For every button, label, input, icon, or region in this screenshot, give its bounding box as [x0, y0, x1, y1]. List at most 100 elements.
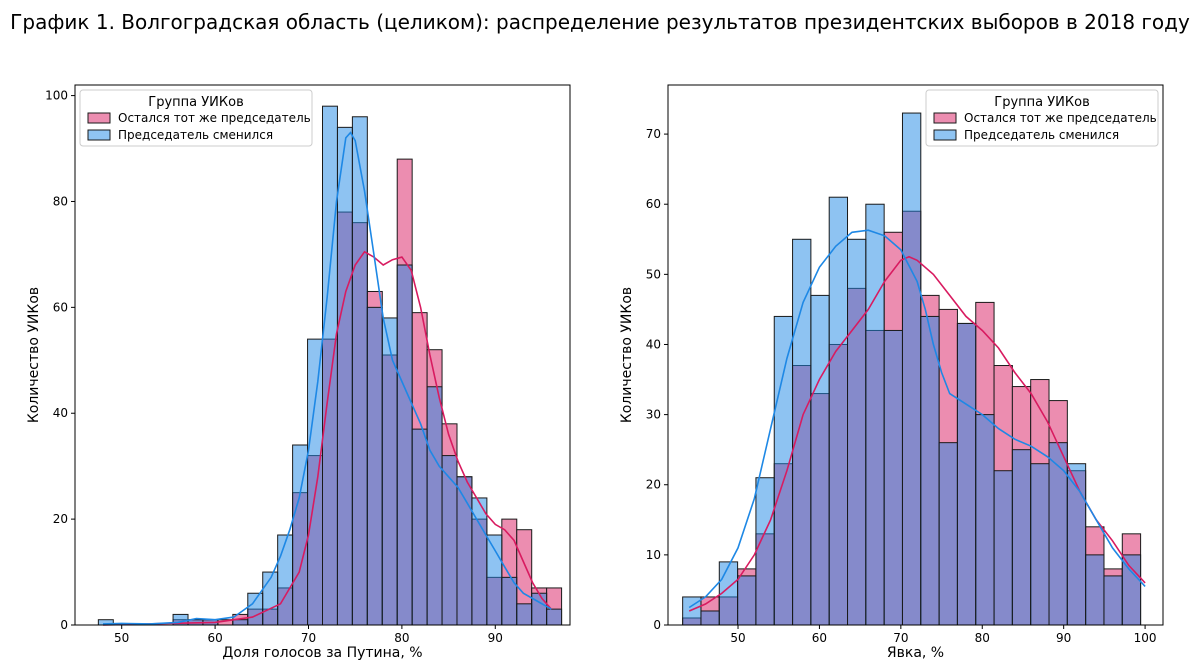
y-tick-label: 40 [53, 406, 68, 420]
legend-box [925, 89, 1159, 147]
bar-changed-chair [792, 238, 812, 626]
y-axis-ticks: 0 20 40 60 80 100 [45, 89, 75, 632]
bar-changed-chair [773, 315, 794, 626]
x-tick-label: 80 [975, 631, 990, 645]
bar-changed-chair [501, 576, 518, 626]
y-tick-label: 10 [646, 548, 661, 562]
bar-changed-chair [956, 322, 977, 626]
bar-changed-chair [366, 306, 383, 626]
x-tick-label: 80 [394, 631, 409, 645]
x-tick-label: 50 [730, 631, 745, 645]
x-tick-label: 100 [1134, 631, 1157, 645]
legend-box [79, 89, 313, 147]
legend-label-changed-chair: Председатель сменился [964, 128, 1119, 142]
y-tick-label: 60 [53, 300, 68, 314]
histogram-turnout: 50 60 70 80 90 100 0 10 20 30 40 50 60 70 Явка, % Ко… [619, 84, 1164, 661]
legend-title: Группа УИКов [148, 95, 243, 110]
legend-swatch-changed-chair [933, 129, 957, 141]
kde-lines [688, 229, 1146, 612]
bar-changed-chair [1030, 463, 1050, 626]
legend-swatch-changed-chair [87, 129, 111, 141]
bar-changed-chair [546, 608, 563, 626]
bar-changed-chair [426, 386, 443, 626]
bars-group [97, 105, 563, 626]
y-tick-label: 100 [45, 89, 68, 103]
x-tick-label: 50 [114, 631, 129, 645]
bar-changed-chair [322, 105, 338, 626]
y-tick-label: 20 [646, 478, 661, 492]
legend: Группа УИКов Остался тот же председатель… [925, 89, 1159, 147]
bar-changed-chair [307, 338, 324, 626]
bar-changed-chair [277, 534, 294, 626]
legend: Группа УИКов Остался тот же председатель… [79, 89, 313, 147]
bar-changed-chair [471, 497, 488, 626]
bar-changed-chair [883, 329, 903, 626]
bar-changed-chair [1103, 575, 1123, 626]
x-tick-label: 60 [812, 631, 827, 645]
kde-line-same-chair [102, 250, 552, 626]
axes-frame [667, 84, 1164, 626]
legend-swatch-same-chair [933, 112, 957, 124]
y-tick-label: 70 [646, 127, 661, 141]
bar-changed-chair [975, 414, 995, 626]
x-axis-label: Явка, % [887, 645, 944, 661]
bar-changed-chair [531, 592, 548, 626]
kde-lines [102, 131, 552, 626]
histogram-vote-share: 50 60 70 80 90 0 20 40 60 80 100 Доля голосов за … [26, 84, 571, 661]
bar-changed-chair [232, 619, 249, 626]
x-tick-label: 70 [301, 631, 316, 645]
bar-changed-chair [292, 444, 309, 626]
y-tick-label: 0 [653, 618, 661, 632]
bar-changed-chair [516, 603, 533, 626]
bar-changed-chair [920, 315, 940, 626]
bar-changed-chair [938, 442, 958, 626]
figure-title: График 1. Волгоградская область (целиком… [10, 10, 1190, 34]
y-tick-label: 80 [53, 194, 68, 208]
x-axis-ticks: 50 60 70 80 90 [114, 625, 503, 645]
x-tick-label: 70 [893, 631, 908, 645]
x-tick-label: 90 [1056, 631, 1071, 645]
bar-changed-chair [700, 610, 720, 626]
bar-changed-chair [828, 196, 849, 626]
legend-label-same-chair: Остался тот же председатель [964, 111, 1157, 125]
x-tick-label: 90 [488, 631, 503, 645]
bar-changed-chair [1085, 554, 1105, 626]
bar-changed-chair [1121, 554, 1142, 626]
kde-line-changed-chair [102, 131, 552, 625]
y-tick-label: 60 [646, 197, 661, 211]
bar-changed-chair [411, 428, 428, 626]
bar-changed-chair [336, 126, 353, 626]
legend-label-changed-chair: Председатель сменился [118, 128, 273, 142]
bar-changed-chair [810, 294, 830, 626]
bar-changed-chair [993, 470, 1013, 626]
bar-changed-chair [847, 238, 867, 626]
y-axis-ticks: 0 10 20 30 40 50 60 70 [646, 127, 668, 632]
y-tick-label: 30 [646, 408, 661, 422]
y-axis-label: Количество УИКов [26, 287, 42, 423]
x-axis-label: Доля голосов за Путина, % [222, 645, 422, 661]
y-tick-label: 50 [646, 267, 661, 281]
y-tick-label: 20 [53, 512, 68, 526]
bar-changed-chair [737, 575, 757, 626]
legend-title: Группа УИКов [994, 95, 1089, 110]
bar-changed-chair [1048, 442, 1068, 626]
bar-changed-chair [247, 592, 264, 626]
axes-frame [74, 84, 571, 626]
legend-label-same-chair: Остался тот же председатель [118, 111, 311, 125]
y-tick-label: 0 [60, 618, 68, 632]
x-axis-ticks: 50 60 70 80 90 100 [730, 625, 1157, 645]
bar-changed-chair [1011, 449, 1032, 626]
y-tick-label: 40 [646, 337, 661, 351]
kde-line-changed-chair [688, 229, 1146, 609]
bars-group [682, 112, 1142, 626]
x-tick-label: 60 [207, 631, 222, 645]
y-axis-label: Количество УИКов [619, 287, 635, 423]
bar-changed-chair [901, 112, 922, 626]
legend-swatch-same-chair [87, 112, 111, 124]
bar-changed-chair [865, 203, 885, 626]
bar-changed-chair [441, 455, 458, 626]
bar-changed-chair [396, 264, 413, 626]
kde-line-same-chair [688, 255, 1146, 612]
bar-changed-chair [755, 477, 775, 626]
